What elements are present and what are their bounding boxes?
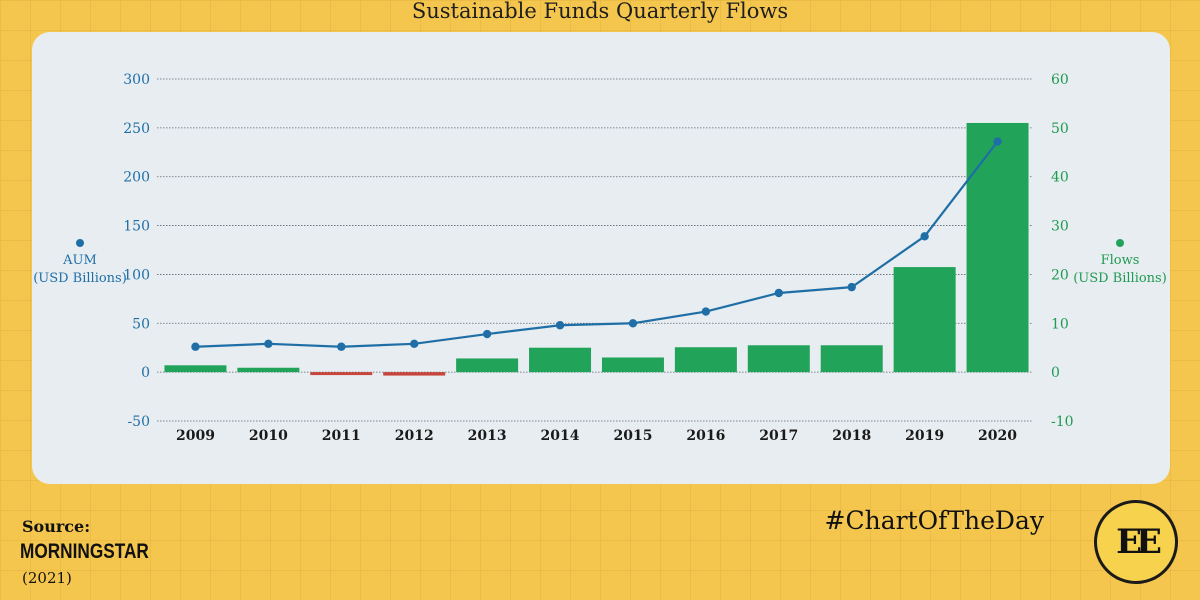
morningstar-logo: MORNINGSTAR: [20, 540, 149, 563]
aum-point: [701, 307, 711, 316]
aum-point: [410, 339, 419, 349]
right-axis-tick-label: 0: [1051, 365, 1060, 381]
aum-point: [628, 319, 638, 328]
left-axis-tick-label: 300: [123, 72, 150, 88]
right-axis-tick-label: -10: [1051, 414, 1074, 430]
flows-bar: [310, 372, 373, 376]
aum-point: [774, 288, 783, 298]
flows-bar: [237, 367, 300, 373]
aum-point: [993, 137, 1002, 146]
left-axis-tick-label: 100: [123, 267, 150, 283]
x-axis-tick-label: 2020: [978, 428, 1017, 444]
flows-legend-dot: [1116, 239, 1124, 247]
right-axis-tick-label: 50: [1051, 121, 1069, 137]
flows-bar: [164, 365, 227, 373]
flows-bar: [456, 358, 519, 373]
aum-point: [191, 342, 200, 351]
aum-point: [555, 321, 565, 330]
x-axis-tick-label: 2011: [322, 428, 361, 444]
x-axis-tick-label: 2016: [686, 428, 725, 444]
aum-point: [847, 282, 856, 292]
right-axis-tick-label: 60: [1051, 72, 1069, 88]
source-year: (2021): [22, 569, 72, 587]
flows-bar: [893, 267, 956, 373]
left-axis-label-unit: (USD Billions): [33, 271, 127, 286]
flows-bar: [529, 347, 592, 373]
chart-title: Sustainable Funds Quarterly Flows: [411, 0, 789, 23]
x-axis-tick-label: 2012: [395, 428, 434, 444]
left-axis-label: AUM: [62, 253, 97, 268]
flows-bar: [747, 345, 810, 373]
source-label: Source:: [22, 517, 91, 536]
flows-bar: [601, 357, 664, 373]
x-axis-tick-label: 2017: [759, 428, 798, 444]
x-axis-tick-label: 2009: [176, 428, 215, 444]
aum-legend-dot: [76, 239, 84, 247]
flows-bar: [820, 345, 883, 373]
flows-bar: [674, 347, 737, 373]
aum-point: [264, 339, 273, 349]
aum-point: [337, 342, 346, 351]
x-axis-tick-label: 2014: [541, 428, 580, 444]
aum-series-line: [195, 140, 999, 348]
right-axis-tick-label: 40: [1051, 170, 1069, 186]
x-axis-tick-label: 2013: [468, 428, 507, 444]
aum-point: [482, 329, 492, 339]
flows-bar: [966, 122, 1029, 373]
left-axis-tick-label: 200: [123, 170, 150, 186]
hashtag-label: #ChartOfTheDay: [824, 506, 1044, 535]
x-axis-tick-label: 2015: [613, 428, 652, 444]
left-axis-tick-label: -50: [127, 414, 150, 430]
left-axis-tick-label: 50: [132, 316, 150, 332]
right-axis-label-unit: (USD Billions): [1073, 271, 1167, 286]
x-axis-tick-label: 2019: [905, 428, 944, 444]
ee-logo-badge: EE: [1094, 500, 1178, 584]
right-axis-label: Flows: [1101, 253, 1140, 268]
left-axis-tick-label: 0: [141, 365, 150, 381]
right-axis-tick-label: 10: [1051, 316, 1069, 332]
aum-point: [920, 232, 929, 241]
flows-bar: [383, 372, 446, 376]
left-axis-tick-label: 250: [123, 121, 150, 137]
left-axis-tick-label: 150: [123, 219, 150, 235]
x-axis-tick-label: 2010: [249, 428, 288, 444]
right-axis-tick-label: 30: [1051, 219, 1069, 235]
right-axis-tick-label: 20: [1051, 267, 1069, 283]
chart-card: 300 60 250 50 200 40 150 30 100 20 50 10 0 0 -50 -10 AUM…: [32, 32, 1170, 484]
x-axis-tick-label: 2018: [832, 428, 871, 444]
